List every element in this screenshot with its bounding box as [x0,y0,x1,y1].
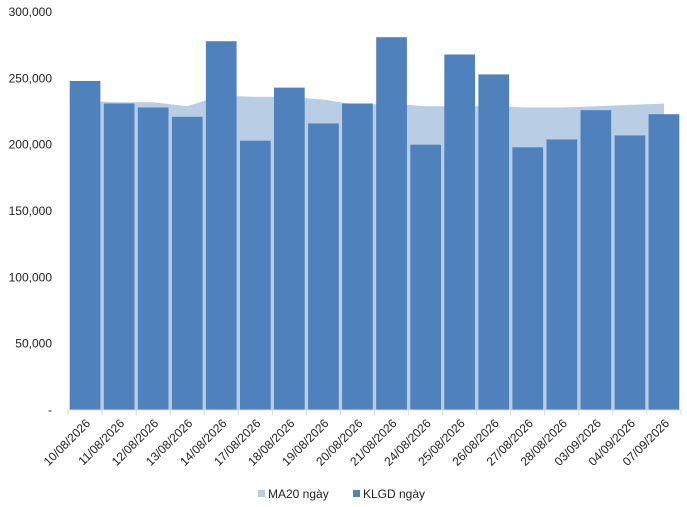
y-tick-label: 50,000 [15,337,52,351]
plot-area [67,37,682,415]
bar-20/08/2026 [342,103,373,410]
x-tick-marks [67,410,682,415]
bar-19/08/2026 [308,123,339,411]
bar-17/08/2026 [240,140,271,410]
bar-25/08/2026 [444,54,475,410]
y-tick-label: 250,000 [9,71,53,85]
bar-group [69,37,680,411]
bar-24/08/2026 [410,144,441,410]
y-tick-label: 200,000 [9,138,53,152]
bar-11/08/2026 [103,103,135,410]
bar-13/08/2026 [171,116,203,411]
bar-12/08/2026 [137,107,169,410]
bar-21/08/2026 [376,37,407,410]
x-axis-labels: 10/08/202611/08/202612/08/202613/08/2026… [41,416,673,469]
bar-03/09/2026 [580,110,612,410]
bar-26/08/2026 [478,74,510,411]
bar-07/09/2026 [648,114,680,410]
legend-ma20-label: MA20 ngày [268,487,329,501]
bar-14/08/2026 [205,41,237,410]
bar-27/08/2026 [512,147,544,411]
legend-klgd-swatch [353,490,360,497]
bar-28/08/2026 [546,139,578,410]
y-axis-labels: - 50,000 100,000 150,000 200,000 250,000 300,0… [9,5,53,417]
y-tick-label: 100,000 [9,270,53,284]
bar-04/09/2026 [614,135,646,410]
legend: MA20 ngày KLGD ngày [258,487,425,501]
y-tick-label: - [48,403,52,417]
y-tick-label: 300,000 [9,5,53,19]
legend-ma20-swatch [258,490,265,497]
legend-klgd-label: KLGD ngày [363,487,425,501]
bar-18/08/2026 [274,87,305,410]
bar-10/08/2026 [69,81,101,410]
y-tick-label: 150,000 [9,204,53,218]
